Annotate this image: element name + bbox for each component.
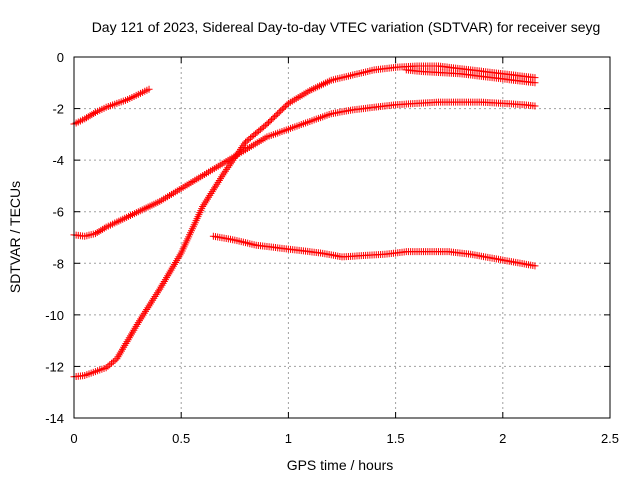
y-tick-label: -10	[45, 308, 64, 323]
data-point-marker	[95, 227, 103, 235]
data-point-marker	[111, 356, 119, 364]
data-point-marker	[106, 361, 114, 369]
data-point-marker	[278, 105, 286, 113]
y-tick-label: -14	[45, 411, 64, 426]
series-arc-3	[70, 62, 539, 381]
data-point-marker	[277, 107, 285, 115]
data-point-marker	[84, 113, 92, 121]
series-arc-1	[70, 85, 153, 128]
data-point-marker	[223, 165, 231, 173]
y-tick-label: -6	[52, 205, 64, 220]
data-point-marker	[100, 224, 108, 232]
series-arc-2	[70, 98, 539, 240]
x-axis-label: GPS time / hours	[287, 457, 394, 473]
data-point-marker	[236, 145, 244, 153]
data-point-marker	[239, 142, 247, 150]
data-point-marker	[93, 229, 101, 237]
x-tick-label: 0	[70, 431, 77, 446]
data-point-marker	[266, 117, 274, 125]
data-point-marker	[269, 114, 277, 122]
data-point-marker	[275, 108, 283, 116]
chart-title: Day 121 of 2023, Sidereal Day-to-day VTE…	[92, 19, 601, 35]
data-point-marker	[88, 111, 96, 119]
data-point-marker	[90, 110, 98, 118]
data-point-marker	[97, 226, 105, 234]
series-arc-5	[209, 232, 539, 270]
axis-ticks: 0 0.5 1 1.5 2 2.5 0 -2 -4 -6 -8 -10 -12 -14	[45, 50, 619, 446]
data-point-marker	[240, 140, 248, 148]
data-point-marker	[86, 112, 94, 120]
y-tick-label: -8	[52, 256, 64, 271]
data-point-marker	[81, 115, 89, 123]
y-tick-label: -4	[52, 153, 64, 168]
data-point-marker	[263, 120, 271, 128]
data-point-marker	[268, 116, 276, 124]
data-point-marker	[231, 153, 239, 161]
data-point-marker	[230, 154, 238, 162]
data-point-marker	[264, 119, 272, 127]
data-point-marker	[221, 167, 229, 175]
data-point-marker	[281, 102, 289, 110]
data-point-marker	[99, 225, 107, 233]
data-point-marker	[280, 104, 288, 112]
data-point-marker	[531, 262, 539, 270]
data-point-marker	[91, 230, 99, 238]
data-point-marker	[225, 162, 233, 170]
data-point-marker	[226, 160, 234, 168]
x-tick-label: 0.5	[172, 431, 190, 446]
data-point-marker	[234, 149, 242, 157]
data-point-marker	[261, 121, 269, 129]
data-point-marker	[238, 144, 246, 152]
y-tick-label: -2	[52, 102, 64, 117]
data-point-marker	[274, 110, 282, 118]
y-axis-label: SDTVAR / TECUs	[7, 181, 23, 293]
data-point-marker	[83, 114, 91, 122]
x-tick-label: 1	[285, 431, 292, 446]
data-point-marker	[109, 358, 117, 366]
data-point-marker	[102, 364, 110, 372]
data-point-marker	[229, 156, 237, 164]
x-tick-label: 2.5	[601, 431, 619, 446]
data-point-marker	[235, 147, 243, 155]
data-point-marker	[220, 169, 228, 177]
data-point-marker	[224, 164, 232, 172]
data-point-marker	[233, 151, 241, 159]
data-point-marker	[531, 102, 539, 110]
y-tick-label: -12	[45, 359, 64, 374]
data-point-marker	[272, 111, 280, 119]
data-series	[70, 62, 539, 381]
data-point-marker	[104, 362, 112, 370]
y-tick-label: 0	[57, 50, 64, 65]
data-point-marker	[108, 359, 116, 367]
plot-frame	[73, 56, 611, 419]
x-tick-label: 2	[499, 431, 506, 446]
data-point-marker	[145, 85, 153, 93]
data-point-marker	[228, 158, 236, 166]
series-arc-4	[402, 66, 539, 87]
data-point-marker	[271, 113, 279, 121]
data-point-marker	[531, 79, 539, 87]
x-tick-label: 1.5	[387, 431, 405, 446]
